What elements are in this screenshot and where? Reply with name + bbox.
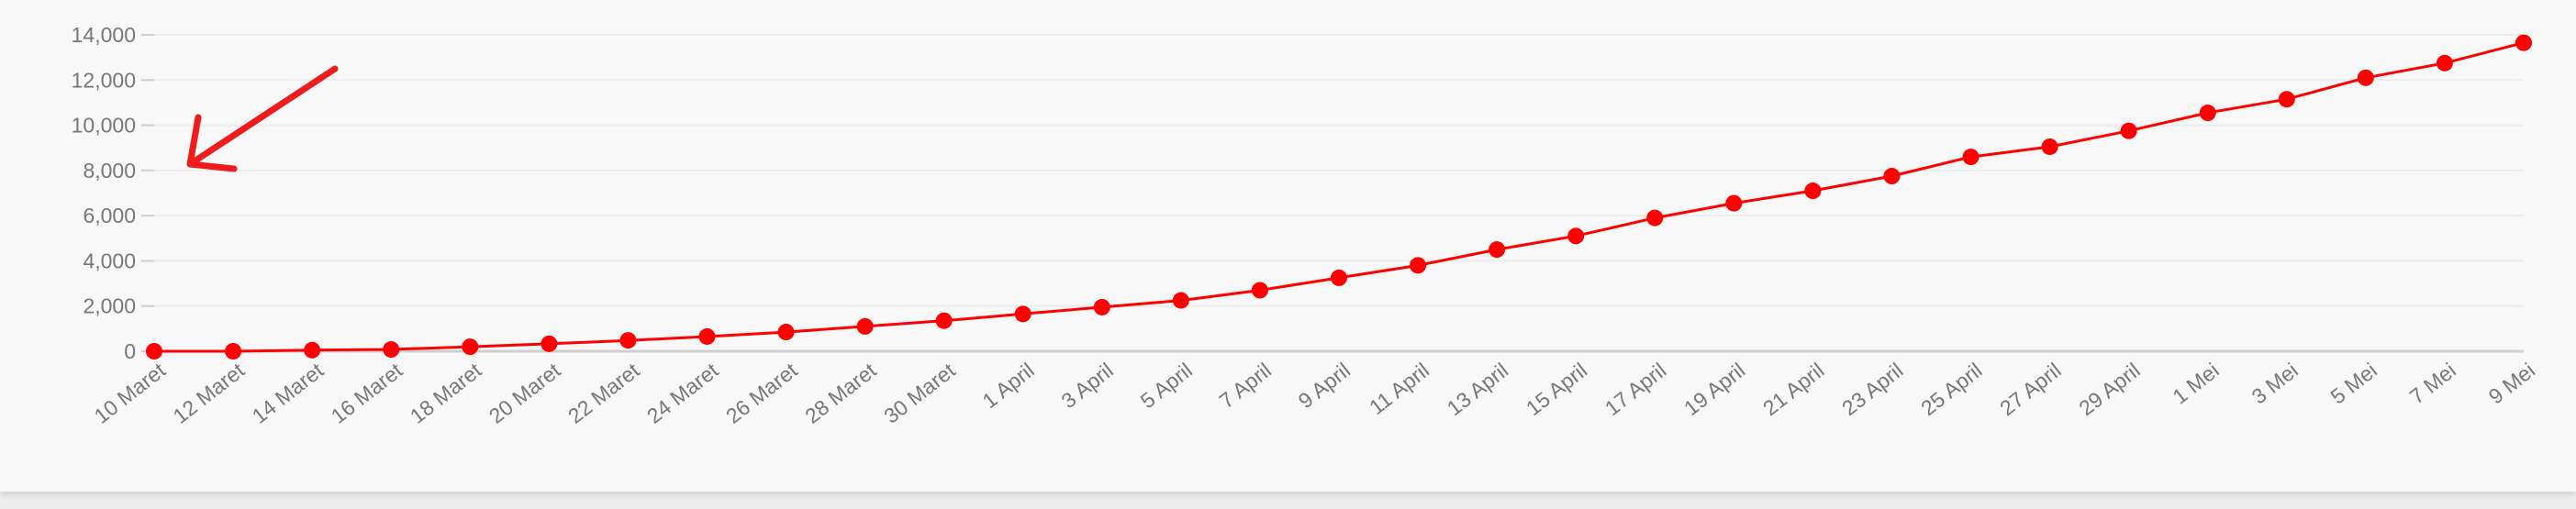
x-tick-label: 18 Maret bbox=[406, 358, 486, 428]
x-tick-label: 11 April bbox=[1365, 358, 1433, 419]
x-tick-label: 30 Maret bbox=[879, 358, 960, 428]
data-point[interactable] bbox=[225, 343, 242, 360]
data-point[interactable] bbox=[1251, 282, 1268, 299]
data-point[interactable] bbox=[1410, 257, 1427, 274]
data-point[interactable] bbox=[1962, 149, 1979, 166]
x-tick-label: 21 April bbox=[1758, 358, 1828, 420]
data-point[interactable] bbox=[935, 312, 953, 329]
x-tick-label: 12 Maret bbox=[169, 358, 250, 428]
data-point[interactable] bbox=[777, 324, 795, 341]
data-point[interactable] bbox=[462, 338, 479, 356]
x-tick-label: 9 Mei bbox=[2484, 358, 2539, 408]
data-point[interactable] bbox=[1725, 194, 1743, 212]
data-point[interactable] bbox=[1331, 269, 1347, 286]
data-point[interactable] bbox=[2199, 105, 2216, 122]
data-point[interactable] bbox=[304, 341, 321, 359]
data-point[interactable] bbox=[1646, 209, 1664, 227]
data-point[interactable] bbox=[1014, 305, 1032, 323]
data-point[interactable] bbox=[2041, 138, 2058, 155]
data-point[interactable] bbox=[1489, 241, 1506, 259]
x-tick-label: 25 April bbox=[1916, 358, 1986, 420]
y-axis-ticks: 0 2,000 4,000 6,000 8,000 10,000 12,000 14,000 bbox=[72, 23, 136, 363]
data-point[interactable] bbox=[1093, 298, 1110, 315]
data-point[interactable] bbox=[146, 343, 162, 360]
data-point[interactable] bbox=[1883, 168, 1901, 185]
line-chart: 02,0004,0006,0008,00010,00012,00014,000 … bbox=[72, 23, 2540, 428]
x-tick-label: 10 Maret bbox=[90, 358, 171, 428]
x-tick-label: 14 Maret bbox=[248, 358, 329, 428]
x-tick-label: 7 April bbox=[1215, 358, 1276, 413]
data-point[interactable] bbox=[856, 317, 874, 335]
data-point[interactable] bbox=[1172, 292, 1189, 309]
annotation-layer bbox=[186, 65, 339, 172]
x-tick-label: 24 Maret bbox=[642, 358, 723, 428]
y-tick-label: 0 bbox=[124, 339, 136, 363]
data-point[interactable] bbox=[619, 332, 637, 349]
data-point[interactable] bbox=[541, 335, 558, 352]
x-tick-label: 19 April bbox=[1679, 358, 1749, 420]
x-tick-label: 5 April bbox=[1136, 358, 1197, 413]
y-tick-label: 14,000 bbox=[72, 23, 136, 47]
x-tick-label: 29 April bbox=[2074, 358, 2144, 420]
gridlines bbox=[141, 34, 2524, 353]
data-point[interactable] bbox=[2278, 91, 2295, 108]
data-point[interactable] bbox=[698, 327, 716, 345]
data-point[interactable] bbox=[1567, 227, 1585, 245]
x-tick-label: 17 April bbox=[1600, 358, 1670, 420]
y-tick-label: 6,000 bbox=[83, 204, 136, 227]
y-tick-label: 4,000 bbox=[83, 249, 136, 272]
x-tick-label: 9 April bbox=[1294, 358, 1355, 413]
x-tick-label: 7 Mei bbox=[2405, 358, 2460, 408]
y-tick-label: 8,000 bbox=[83, 159, 136, 183]
y-tick-label: 10,000 bbox=[72, 114, 136, 138]
x-tick-label: 20 Maret bbox=[485, 358, 565, 428]
x-tick-label: 1 April bbox=[977, 358, 1038, 413]
annotation-arrow bbox=[189, 65, 339, 166]
y-tick-label: 2,000 bbox=[83, 294, 136, 318]
x-tick-label: 3 Mei bbox=[2247, 358, 2303, 408]
x-tick-label: 15 April bbox=[1522, 358, 1591, 420]
x-tick-label: 5 Mei bbox=[2326, 358, 2381, 408]
data-point[interactable] bbox=[2357, 69, 2374, 86]
data-point[interactable] bbox=[2120, 122, 2137, 139]
data-point[interactable] bbox=[383, 341, 400, 359]
x-tick-label: 22 Maret bbox=[563, 358, 644, 428]
x-tick-label: 28 Maret bbox=[800, 358, 881, 428]
y-tick-label: 12,000 bbox=[72, 68, 136, 92]
x-tick-label: 23 April bbox=[1837, 358, 1907, 420]
x-tick-label: 3 April bbox=[1056, 358, 1117, 413]
annotation-arrowhead bbox=[186, 114, 238, 172]
series-line bbox=[154, 41, 2525, 353]
chart-card: 0 2,000 4,000 6,000 8,000 10,000 12,000 14,000 … bbox=[0, 0, 2576, 492]
series-layer bbox=[146, 34, 2532, 360]
data-point[interactable] bbox=[1804, 183, 1822, 200]
x-tick-label: 13 April bbox=[1443, 358, 1512, 420]
x-tick-label: 1 Mei bbox=[2168, 358, 2223, 408]
x-tick-label: 16 Maret bbox=[327, 358, 407, 428]
x-tick-label: 26 Maret bbox=[721, 358, 802, 428]
x-tick-label: 27 April bbox=[1995, 358, 2065, 420]
data-point[interactable] bbox=[2436, 54, 2453, 72]
data-point[interactable] bbox=[2515, 34, 2532, 51]
